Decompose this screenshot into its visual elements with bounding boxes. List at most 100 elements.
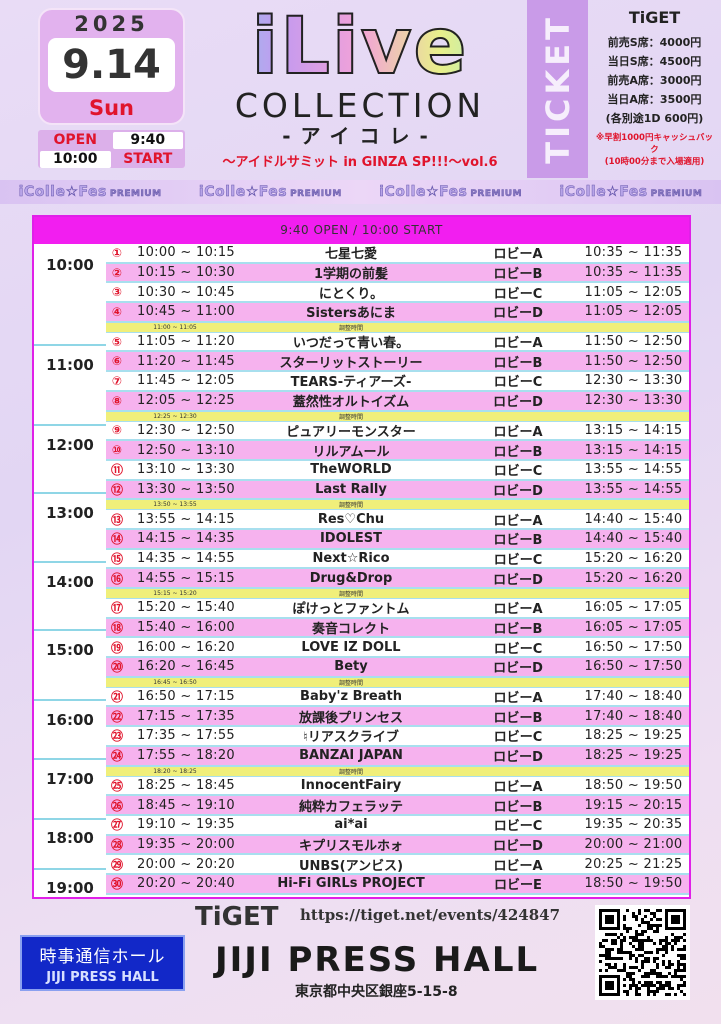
cell-name: にとくり。 — [318, 286, 384, 302]
cell-num: ⑭ — [110, 532, 123, 547]
open-start-box: OPEN 9:40 10:00 START — [38, 130, 185, 168]
timetable: 9:40 OPEN / 10:00 START 10:00 11:00 12:00 1… — [32, 215, 691, 899]
table-row: ⑯ 14:55 ~ 15:15 Drug&Drop ロビーD 15:20 ~ 16:20 — [106, 569, 689, 589]
cell-name: 純粋カフェラッテ — [298, 799, 403, 815]
banner-text: iColle☆Fes — [559, 184, 648, 201]
venue-name-ja: 時事通信ホール — [39, 947, 166, 967]
cell-num: ㉕ — [110, 778, 123, 793]
table-row: ⑱ 15:40 ~ 16:00 奏音コレクト ロビーB 16:05 ~ 17:05 — [106, 618, 689, 639]
cell-name: リルアムール — [312, 444, 390, 460]
cell-lobby: ロビーC — [493, 552, 543, 568]
ticket-info: TiGET 前売S席：4000円 当日S席：4500円 前売A席：3000円 当… — [592, 8, 717, 168]
table-row: ㉑ 16:50 ~ 17:15 Baby'z Breath ロビーA 17:40 ~ 1… — [106, 687, 689, 708]
cell-num: ⑮ — [110, 551, 123, 566]
cell-lobby: ロビーC — [493, 641, 543, 657]
event-weekday: Sun — [88, 96, 135, 120]
cell-lobby: ロビーB — [493, 444, 543, 460]
hour-label: 11:00 — [46, 356, 94, 374]
cell-name: いつだって青い春。 — [292, 336, 410, 352]
cell-time: 16:00 ~ 16:20 — [137, 639, 235, 655]
qr-code-icon[interactable] — [595, 905, 690, 1000]
cell-num: ⑰ — [110, 601, 123, 616]
ticket-url[interactable]: https://tiget.net/events/424847 — [300, 906, 561, 924]
table-row: ⑫ 13:30 ~ 13:50 Last Rally ロビーD 13:55 ~ 14:5… — [106, 480, 689, 501]
break-row: 11:00 ~ 11:05 調整時間 — [106, 322, 689, 333]
table-row: ㉔ 17:55 ~ 18:20 BANZAI JAPAN ロビーD 18:25 ~ 19… — [106, 746, 689, 767]
cell-num: ⑳ — [110, 660, 123, 675]
cell-num: ㉘ — [110, 837, 123, 852]
cell-lobby: ロビーB — [493, 799, 543, 815]
cell-lobby: ロビーA — [493, 336, 543, 352]
cell-lobby: ロビーC — [493, 464, 543, 480]
cell-name: Sistersあにま — [306, 306, 396, 322]
cell-lobby: ロビーC — [493, 375, 543, 391]
fes-banner: iColle☆Fes PREMIUM iColle☆Fes PREMIUM iColle… — [0, 180, 721, 204]
cell-lobby: ロビーD — [493, 306, 543, 322]
cell-bench: 19:35 ~ 20:35 — [584, 817, 683, 833]
hour-divider — [34, 492, 106, 494]
table-row: ⑬ 13:55 ~ 14:15 Res♡Chu ロビーA 14:40 ~ 15:40 — [106, 510, 689, 530]
cell-lobby: ロビーA — [493, 602, 543, 618]
banner-sub: PREMIUM — [470, 189, 523, 200]
cell-name: Last Rally — [315, 481, 387, 497]
cell-bench: 17:40 ~ 18:40 — [584, 708, 683, 724]
start-time: 10:00 — [40, 151, 111, 168]
cell-lobby: ロビーB — [493, 355, 543, 371]
cell-name: Baby'z Breath — [300, 689, 402, 705]
cell-time: 17:15 ~ 17:35 — [137, 708, 235, 724]
table-row: ⑧ 12:05 ~ 12:25 蓋然性オルトイズム ロビーD 12:30 ~ 13:30 — [106, 391, 689, 412]
cell-time: 18:45 ~ 19:10 — [137, 797, 235, 813]
cell-name: キプリスモルホォ — [298, 838, 403, 854]
cell-bench: 16:50 ~ 17:50 — [584, 659, 683, 675]
cell-num: ㉔ — [110, 749, 123, 764]
timetable-header: 9:40 OPEN / 10:00 START — [34, 217, 689, 244]
cell-bench: 14:40 ~ 15:40 — [584, 531, 683, 547]
cell-time: 19:10 ~ 19:35 — [137, 817, 235, 833]
logo-main: iLive — [200, 4, 520, 90]
table-row: ㉒ 17:15 ~ 17:35 放課後プリンセス ロビーB 17:40 ~ 18:40 — [106, 707, 689, 728]
cell-time: 17:55 ~ 18:20 — [137, 748, 235, 764]
hall-title: JIJI PRESS HALL — [215, 940, 540, 980]
break-row: 13:50 ~ 13:55 調整時間 — [106, 500, 689, 511]
cell-num: ⑩ — [111, 443, 123, 458]
logo-collection: COLLECTION — [234, 86, 486, 125]
hour-divider — [34, 758, 106, 760]
cell-bench: 18:50 ~ 19:50 — [584, 876, 683, 892]
early-bird-note: ※早割1000円キャッシュバック — [596, 133, 713, 155]
cell-bench: 11:05 ~ 12:05 — [584, 304, 683, 320]
cell-name: BANZAI JAPAN — [299, 748, 403, 764]
table-row: ① 10:00 ~ 10:15 七星七愛 ロビーA 10:35 ~ 11:35 — [106, 244, 689, 264]
table-row: ⑮ 14:35 ~ 14:55 Next☆Rico ロビーC 15:20 ~ 16:20 — [106, 549, 689, 570]
break-time: 15:15 ~ 15:20 — [153, 590, 197, 597]
cell-num: ⑯ — [110, 571, 123, 586]
cell-lobby: ロビーD — [493, 661, 543, 677]
cell-name: 蓋然性オルトイズム — [292, 395, 410, 411]
cell-time: 11:45 ~ 12:05 — [137, 373, 235, 389]
cell-bench: 18:25 ~ 19:25 — [584, 728, 683, 744]
cell-name: UNBS(アンビス) — [298, 858, 404, 874]
cell-time: 13:30 ~ 13:50 — [137, 481, 235, 497]
cell-bench: 18:25 ~ 19:25 — [584, 748, 683, 764]
cell-name: Res♡Chu — [317, 511, 385, 527]
venue-address: 東京都中央区銀座5-15-8 — [295, 984, 458, 1000]
cell-num: ⑲ — [110, 640, 123, 655]
cell-bench: 20:25 ~ 21:25 — [584, 856, 683, 872]
cell-num: ㉗ — [110, 818, 123, 833]
ticket-vendor: TiGET — [628, 8, 681, 27]
cell-lobby: ロビーB — [493, 533, 543, 549]
cell-name: Hi-Fi GIRLs PROJECT — [277, 876, 425, 892]
cell-bench: 16:05 ~ 17:05 — [584, 620, 683, 636]
cell-bench: 10:35 ~ 11:35 — [584, 265, 683, 281]
table-row: ④ 10:45 ~ 11:00 Sistersあにま ロビーD 11:05 ~ 12:0… — [106, 303, 689, 323]
event-year: 2025 — [74, 12, 149, 36]
cell-lobby: ロビーA — [493, 858, 543, 874]
cell-name: ai*ai — [334, 817, 368, 833]
cell-lobby: ロビーC — [493, 730, 543, 746]
open-label: OPEN — [53, 132, 97, 148]
price-item: 前売A席：3000円 — [607, 74, 702, 87]
banner-text: iColle☆Fes — [379, 184, 468, 201]
hour-label: 14:00 — [46, 573, 94, 591]
table-row: ㉕ 18:25 ~ 18:45 InnocentFairy ロビーA 18:50 ~ 1… — [106, 776, 689, 797]
cell-lobby: ロビーB — [493, 710, 543, 726]
table-row: ⑲ 16:00 ~ 16:20 LOVE IZ DOLL ロビーC 16:50 ~ 17… — [106, 638, 689, 659]
